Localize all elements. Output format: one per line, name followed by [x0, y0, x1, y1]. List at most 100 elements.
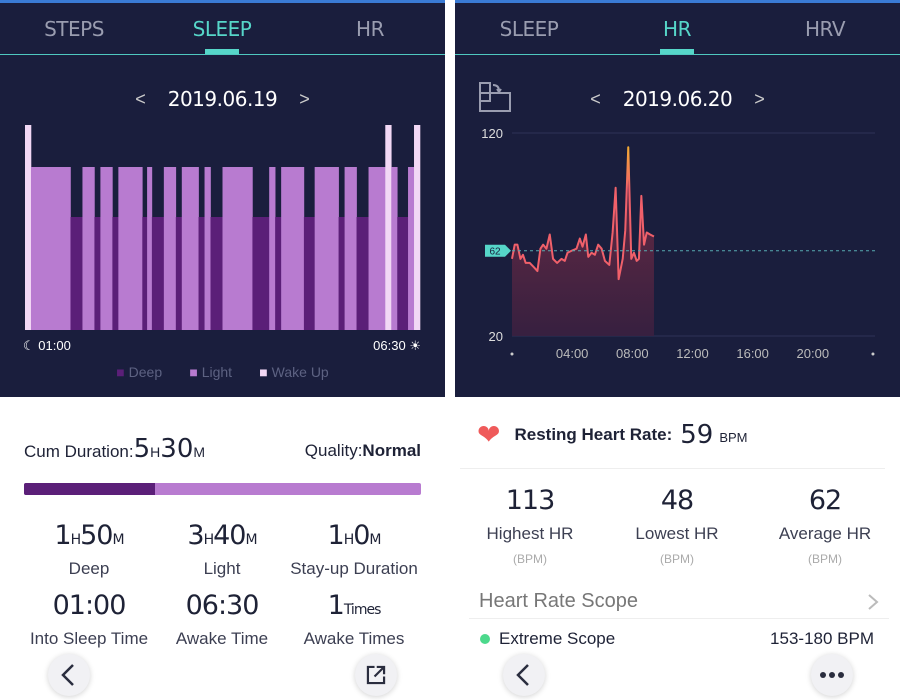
prev-date-button[interactable]: <	[135, 88, 146, 109]
sleep-segment-deep	[151, 217, 165, 330]
next-date-button[interactable]: >	[754, 88, 765, 109]
sleep-segment-deep	[275, 217, 282, 330]
chevron-left-icon	[516, 664, 529, 686]
share-button[interactable]	[355, 654, 397, 696]
average-badge	[485, 244, 511, 257]
value: 1	[327, 520, 345, 551]
sleep-segment-light	[163, 167, 177, 330]
sleep-segment-deep	[70, 217, 83, 330]
sleep-ratio-bar	[24, 483, 421, 495]
x-tick-label: 04:00	[556, 346, 589, 361]
sleep-segment-deep	[338, 217, 345, 330]
sleep-segment-light	[30, 167, 71, 330]
y-tick-label: 120	[481, 126, 503, 141]
x-tick-label: 16:00	[736, 346, 769, 361]
label: Awake Time	[175, 629, 269, 648]
sleep-segment-deep	[397, 217, 409, 330]
tab-hr[interactable]: HR	[617, 17, 737, 54]
date-selector: <2019.06.20 >	[455, 87, 900, 111]
value: 0	[353, 520, 370, 551]
sleep-segment-deep	[175, 217, 183, 330]
value: 01:00	[52, 590, 127, 621]
sleep-segment-wake-up	[25, 125, 32, 330]
legend-light: Light	[201, 364, 233, 380]
prev-date-button[interactable]: <	[590, 88, 601, 109]
tab-sleep[interactable]: SLEEP	[499, 17, 559, 41]
sleep-segment-light	[391, 167, 398, 330]
sleep-segment-deep	[198, 217, 205, 330]
tab-sleep[interactable]: SLEEP	[162, 17, 282, 54]
label: Deep	[68, 559, 110, 578]
unit-m: M	[193, 444, 206, 460]
legend-light-swatch: ■	[189, 364, 198, 380]
scope-dot	[480, 634, 490, 644]
label: Awake Times	[303, 629, 405, 648]
sleep-start: ☾ 01:00	[23, 338, 71, 354]
chevron-left-icon	[61, 664, 74, 686]
date-label: 2019.06.20	[622, 87, 733, 111]
unit: M	[245, 532, 257, 548]
scope-row-value: 153-180 BPM	[770, 629, 874, 648]
legend-wake: Wake Up	[271, 364, 329, 380]
cum-minutes: 30	[160, 434, 194, 464]
scope-row-label: Extreme Scope	[499, 629, 616, 648]
legend-deep-swatch: ■	[116, 364, 125, 380]
axis-end-dot	[510, 352, 514, 356]
heart-icon: ❤	[477, 419, 501, 450]
sleep-segment-light	[368, 167, 386, 330]
deep-fill	[24, 483, 155, 495]
external-link-icon	[366, 665, 386, 685]
sleep-segment-light	[204, 167, 211, 330]
sleep-segment-light	[408, 167, 415, 330]
hr-area	[512, 147, 654, 336]
unit: M	[112, 532, 124, 548]
x-tick-label: 12:00	[676, 346, 709, 361]
tab-steps[interactable]: STEPS	[44, 17, 104, 41]
next-date-button[interactable]: >	[299, 88, 310, 109]
tab-bar: STEPS SLEEP HR	[0, 3, 445, 55]
unit: H	[343, 532, 354, 548]
unit: H	[70, 532, 81, 548]
value: 06:30	[185, 590, 260, 621]
back-button[interactable]	[503, 654, 545, 696]
unit: (BPM)	[660, 552, 694, 566]
tab-hrv[interactable]: HRV	[804, 17, 846, 41]
sleep-panel: STEPS SLEEP HR <2019.06.19 > ☾ 01:00 06:3…	[0, 0, 445, 700]
resting-label: Resting Heart Rate:	[514, 424, 673, 444]
quality-value: Normal	[362, 441, 421, 460]
stat-average: 62 Average HR (BPM)	[750, 485, 900, 566]
label: Highest HR	[486, 524, 574, 543]
cum-label: Cum Duration:	[24, 442, 134, 461]
stat-awake-times: 1Times Awake Times	[279, 590, 429, 649]
sleep-segment-deep	[356, 217, 369, 330]
sleep-segment-deep	[112, 217, 119, 330]
tab-hr[interactable]: HR	[356, 17, 384, 41]
stat-lowest: 48 Lowest HR (BPM)	[602, 485, 752, 566]
label: Light	[203, 559, 241, 578]
value: 50	[80, 520, 113, 551]
more-button[interactable]	[811, 654, 853, 696]
start-time: 01:00	[38, 338, 71, 353]
sleep-segment-light	[314, 167, 339, 330]
sleep-chart	[25, 125, 421, 330]
chevron-right-icon	[868, 594, 879, 610]
stat-sleep-time: 01:00 Into Sleep Time	[14, 590, 164, 649]
sleep-segment-light	[147, 167, 153, 330]
unit: (BPM)	[808, 552, 842, 566]
unit-h: H	[150, 444, 161, 460]
more-icon	[820, 672, 844, 678]
stat-highest: 113 Highest HR (BPM)	[455, 485, 605, 566]
resting-value: 59	[680, 419, 714, 450]
hr-scope-link[interactable]: Heart Rate Scope	[479, 590, 879, 613]
value: 62	[808, 485, 842, 516]
date-selector: <2019.06.19 >	[0, 87, 445, 111]
sleep-segment-deep	[252, 217, 270, 330]
value: 40	[213, 520, 246, 551]
rotate-screen-icon[interactable]	[477, 81, 513, 113]
unit: H	[203, 532, 214, 548]
value: 1	[327, 590, 345, 621]
sun-icon: ☀	[409, 338, 421, 353]
back-button[interactable]	[48, 654, 90, 696]
sleep-segment-light	[281, 167, 305, 330]
hr-chart: 120 20 62 04:00 08:00 12:00 16:00 20:00	[481, 126, 875, 361]
